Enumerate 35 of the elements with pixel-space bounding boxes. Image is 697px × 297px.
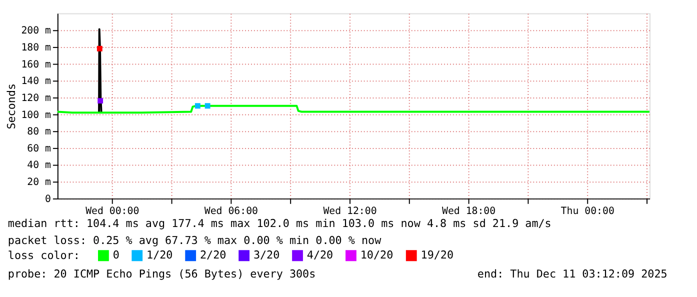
legend-label: 19/20 — [420, 248, 454, 262]
y-tick-label: 40 m — [27, 160, 52, 172]
text: probe: 20 ICMP Echo Pings (56 Bytes) every 300s — [8, 268, 316, 281]
point — [194, 103, 200, 109]
legend-title: loss color: — [8, 248, 80, 262]
legend-label: 10/20 — [360, 248, 394, 262]
x-tick-label: Wed 06:00 — [204, 206, 258, 217]
legend-label: 4/20 — [306, 248, 334, 262]
x-tick-label: Thu 00:00 — [560, 206, 614, 217]
legend-label: 3/20 — [253, 248, 280, 262]
y-tick-label: 0 — [45, 194, 52, 205]
y-axis-title: Seconds — [5, 83, 18, 130]
x-tick-label: Wed 18:00 — [442, 206, 496, 217]
text: median rtt: 104.4 ms avg 177.4 ms max 102.0 ms min 103.0 ms now 4.8 ms sd 21.9 am/s — [8, 217, 552, 230]
legend-label: 0 — [112, 248, 120, 262]
y-tick-label: 100 m — [21, 110, 52, 121]
text: packet loss: 0.25 % avg 67.73 % max 0.00 % min 0.00 % now — [8, 234, 382, 247]
y-tick-label: 20 m — [27, 177, 52, 188]
line-series — [57, 104, 650, 114]
x-tick-label: Wed 12:00 — [323, 206, 377, 217]
x-tick-label: Wed 00:00 — [86, 206, 140, 217]
point — [204, 103, 210, 109]
legend-label: 2/20 — [200, 248, 226, 262]
y-tick-label: 200 m — [21, 26, 52, 37]
y-tick-label: 160 m — [21, 59, 52, 70]
y-tick-label: 140 m — [21, 76, 52, 88]
line-series — [98, 28, 102, 114]
y-tick-label: 80 m — [27, 126, 52, 138]
legend-label: 1/20 — [146, 248, 173, 262]
y-tick-label: 120 m — [21, 92, 52, 104]
y-tick-label: 60 m — [27, 143, 52, 154]
point — [96, 46, 102, 52]
y-tick-label: 180 m — [21, 42, 52, 54]
text: end: Thu Dec 11 03:12:09 2025 — [477, 268, 668, 281]
point — [98, 98, 104, 104]
